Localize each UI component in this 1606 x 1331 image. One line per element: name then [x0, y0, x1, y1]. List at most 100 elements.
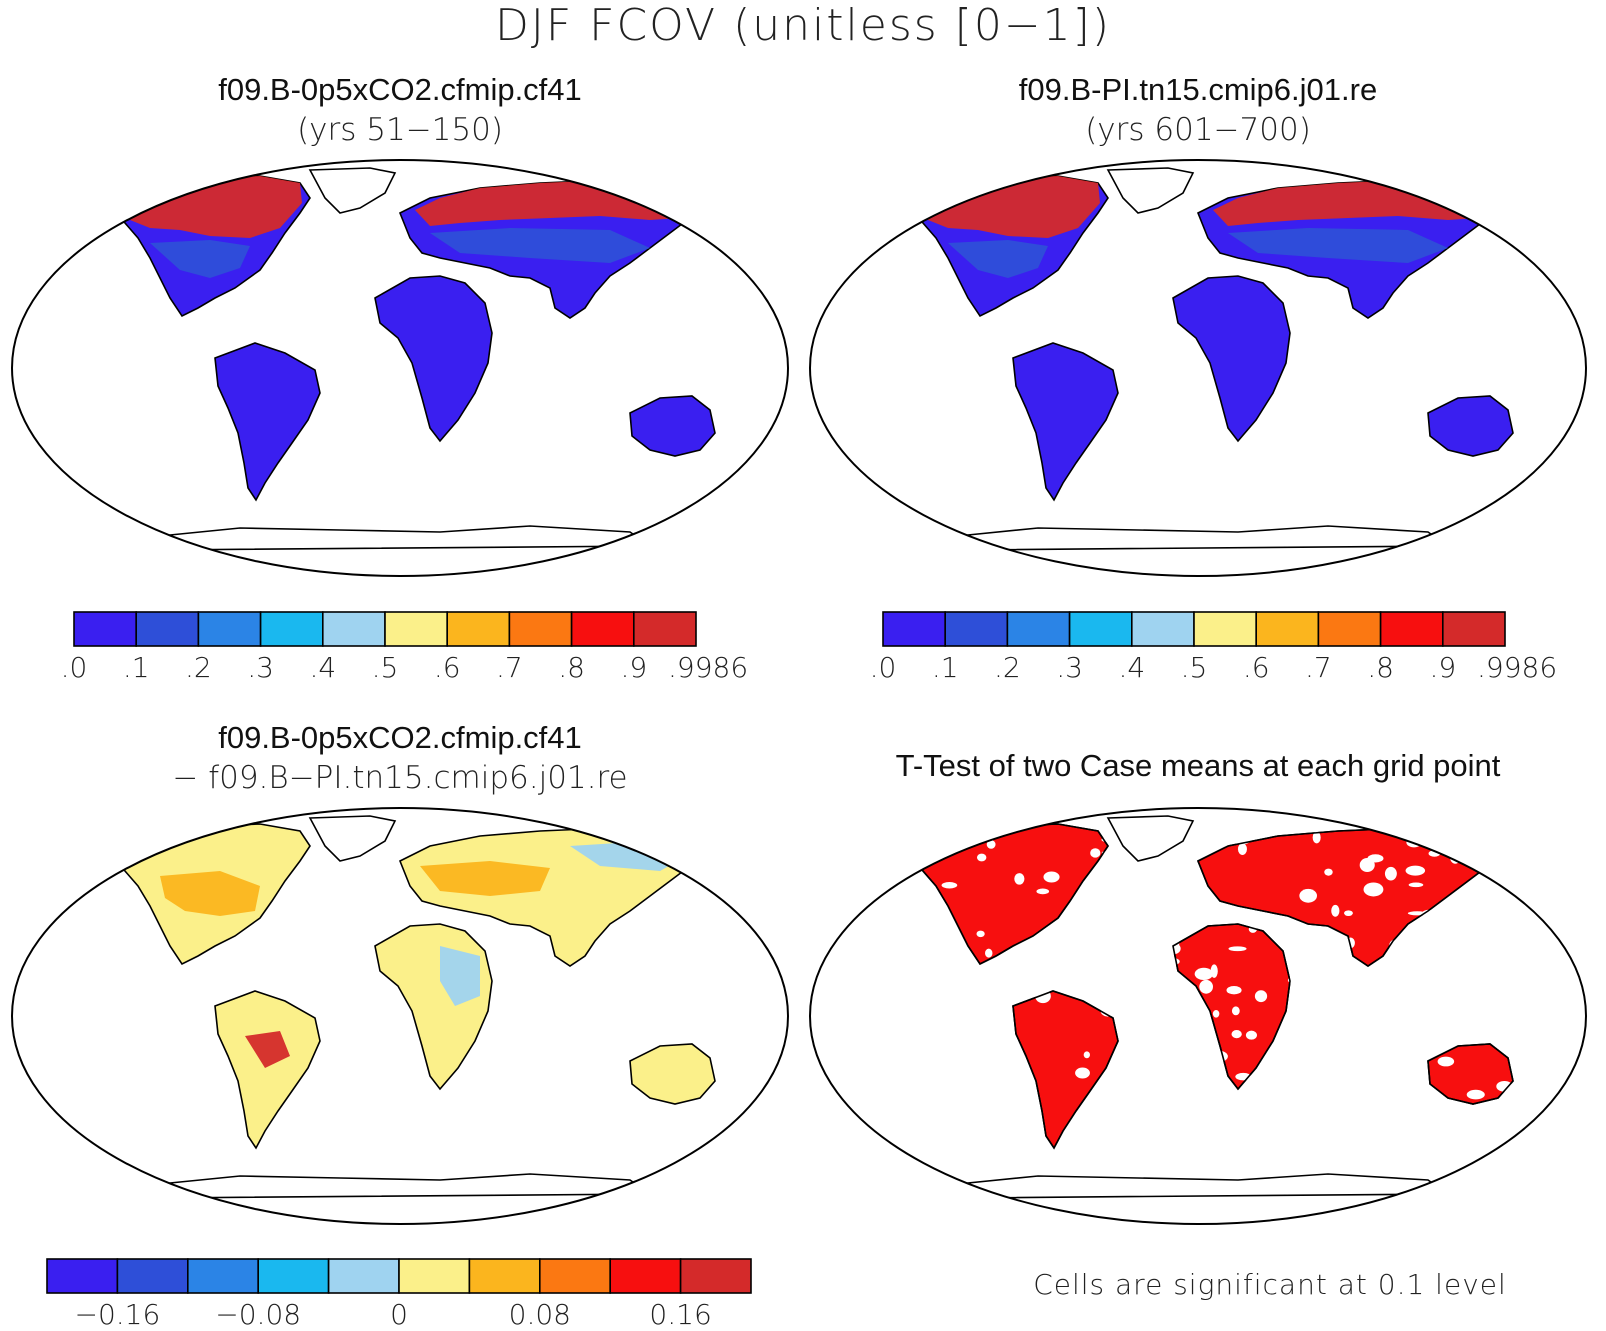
- panel-4-title: T-Test of two Case means at each grid po…: [895, 748, 1501, 783]
- continent-australia: [629, 1043, 716, 1105]
- colorbar-swatch: [1131, 611, 1195, 647]
- colorbar-swatch: [1068, 611, 1133, 647]
- colorbar-swatch: [384, 611, 449, 647]
- panel-3-title: f09.B-0p5xCO2.cfmip.cf41: [218, 720, 582, 755]
- colorbar-tick-label: .0: [60, 651, 88, 684]
- continent-southAmerica: [214, 342, 321, 502]
- continent-southAmerica: [214, 990, 321, 1150]
- colorbar-tick-label: 0.08: [508, 1298, 571, 1331]
- positive-region-na: [160, 871, 260, 916]
- map-border: [11, 159, 789, 577]
- colorbar-swatch: [257, 1258, 330, 1294]
- colorbar-swatch: [679, 1258, 752, 1294]
- negative-region-africa: [440, 946, 480, 1006]
- panel-2-subtitle: (yrs 601−700): [1085, 112, 1311, 148]
- colorbar-swatch: [632, 611, 697, 647]
- colorbar-tick-label: .6: [433, 651, 461, 684]
- colorbar-tick-label: .8: [558, 651, 585, 684]
- colorbar-swatch: [259, 611, 324, 647]
- colorbar-tick-label: .8: [1367, 651, 1394, 684]
- continent-greenland: [1106, 167, 1195, 214]
- mid-latitude-band-eurasia: [430, 228, 650, 263]
- colorbar-tick-label: .5: [1180, 651, 1208, 684]
- colorbar-tick-label: 0.16: [649, 1298, 712, 1331]
- map-panel-case2: [808, 158, 1588, 578]
- mid-latitude-band-na: [948, 240, 1048, 278]
- colorbar-swatch: [468, 1258, 541, 1294]
- continent-greenland: [308, 167, 397, 214]
- colorbar-swatch: [1193, 611, 1258, 647]
- colorbar-swatch: [944, 611, 1009, 647]
- continent-northAmerica: [911, 823, 1109, 966]
- map-panel-ttest: [808, 806, 1588, 1226]
- continent-antarctica: [159, 1173, 653, 1199]
- map-border: [809, 159, 1587, 577]
- colorbar-tick-label: .3: [1056, 651, 1083, 684]
- mid-latitude-band-na: [150, 240, 250, 278]
- colorbar-swatch: [327, 1258, 400, 1294]
- panel-1-subtitle: (yrs 51−150): [297, 112, 503, 148]
- colorbar-swatch: [1441, 611, 1506, 647]
- continent-antarctica: [957, 1173, 1451, 1199]
- colorbar-swatch: [882, 611, 947, 647]
- colorbar-case1: .0 .1 .2 .3 .4 .5 .6 .7 .8 .9 .9986: [61, 611, 748, 684]
- continent-greenland: [308, 815, 397, 862]
- colorbar-swatch: [116, 1258, 189, 1294]
- colorbar-tick-label: .0: [869, 651, 897, 684]
- colorbar-swatch: [197, 611, 262, 647]
- colorbar-swatch: [1006, 611, 1071, 647]
- positive-region-eurasia: [420, 861, 550, 896]
- colorbar-swatch: [322, 611, 386, 647]
- panel-3-subtitle: − f09.B−PI.tn15.cmip6.j01.re: [172, 760, 628, 796]
- continent-southAmerica: [1012, 342, 1119, 502]
- significance-note: Cells are significant at 0.1 level: [1033, 1268, 1507, 1301]
- colorbar-swatch: [187, 1258, 260, 1294]
- colorbar-tick-label: .9: [620, 651, 648, 684]
- colorbar-tick-label: .7: [1305, 651, 1332, 684]
- colorbar-tick-label: .7: [496, 651, 523, 684]
- panel-1-title: f09.B-0p5xCO2.cfmip.cf41: [218, 72, 582, 107]
- colorbar-tick-label: .2: [994, 651, 1021, 684]
- colorbar-tick-label: .4: [309, 651, 337, 684]
- continent-africa: [1172, 275, 1291, 443]
- colorbar-tick-label: .1: [931, 651, 959, 684]
- map-panel-case1: [10, 158, 790, 578]
- colorbar-swatch: [1379, 611, 1444, 647]
- panel-2-title: f09.B-PI.tn15.cmip6.j01.re: [1018, 72, 1378, 107]
- continent-australia: [1427, 395, 1514, 457]
- colorbar-swatch: [73, 611, 138, 647]
- colorbar-swatch: [446, 611, 511, 647]
- continent-southAmerica: [1012, 990, 1119, 1150]
- continent-antarctica: [957, 525, 1451, 551]
- colorbar-tick-label: .5: [371, 651, 399, 684]
- positive-region-sa: [245, 1031, 290, 1068]
- map-border: [809, 807, 1587, 1225]
- colorbar-swatch: [1317, 611, 1382, 647]
- colorbar-swatch: [570, 611, 635, 647]
- continent-antarctica: [159, 525, 653, 551]
- map-panel-difference: [10, 806, 790, 1226]
- colorbar-tick-label: .1: [122, 651, 150, 684]
- colorbar-swatch: [1255, 611, 1320, 647]
- colorbar-tick-label: .9986: [668, 651, 749, 684]
- colorbar-tick-label: −0.16: [74, 1298, 161, 1331]
- colorbar-swatch: [135, 611, 200, 647]
- continent-africa: [374, 923, 493, 1091]
- colorbar-tick-label: .9: [1429, 651, 1457, 684]
- continent-australia: [629, 395, 716, 457]
- colorbar-tick-label: .2: [185, 651, 212, 684]
- map-border: [11, 807, 789, 1225]
- colorbar-swatch: [46, 1258, 119, 1294]
- colorbar-tick-label: .6: [1242, 651, 1270, 684]
- colorbar-swatch: [398, 1258, 471, 1294]
- colorbar-difference: −0.16 −0.08 0 0.08 0.16: [46, 1258, 752, 1331]
- colorbar-tick-label: .9986: [1477, 651, 1558, 684]
- continent-africa: [374, 275, 493, 443]
- continent-greenland: [1106, 815, 1195, 862]
- colorbar-swatch: [609, 1258, 682, 1294]
- colorbar-tick-label: .3: [247, 651, 274, 684]
- colorbar-tick-label: .4: [1118, 651, 1146, 684]
- figure-title: DJF FCOV (unitless [0−1]): [494, 0, 1112, 51]
- colorbar-swatch: [538, 1258, 611, 1294]
- colorbar-case2: .0 .1 .2 .3 .4 .5 .6 .7 .8 .9 .9986: [870, 611, 1557, 684]
